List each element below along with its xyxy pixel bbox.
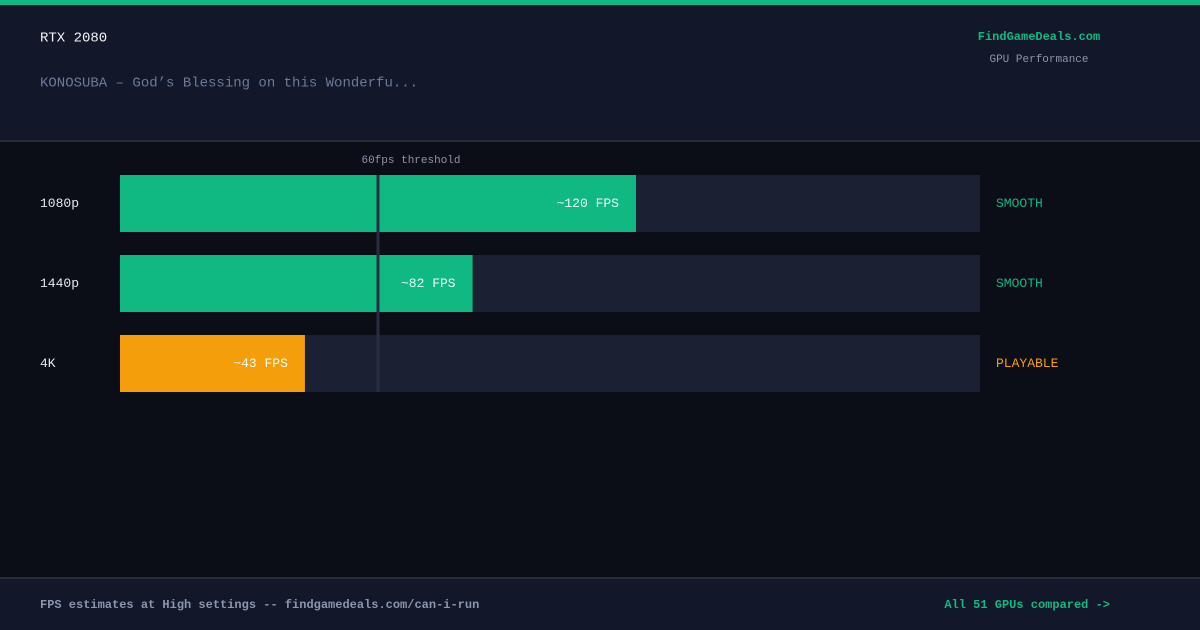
category-label: 4K <box>40 356 56 371</box>
footer-panel <box>0 578 1200 630</box>
accent-bar <box>0 0 1200 5</box>
gpu-title: RTX 2080 <box>40 31 107 47</box>
value-label: ~120 FPS <box>557 196 620 211</box>
footer-divider <box>0 577 1200 579</box>
value-label: ~43 FPS <box>233 356 288 371</box>
value-label: ~82 FPS <box>401 276 456 291</box>
header-panel <box>0 0 1200 141</box>
bar <box>120 335 305 392</box>
footer-link[interactable]: All 51 GPUs compared -> <box>944 598 1110 612</box>
brand-sub: GPU Performance <box>989 54 1088 66</box>
bar <box>120 255 473 312</box>
footer-note: FPS estimates at High settings -- findga… <box>40 598 479 612</box>
threshold-label: 60fps threshold <box>361 155 460 167</box>
status-label: PLAYABLE <box>996 356 1059 371</box>
header-divider <box>0 140 1200 142</box>
category-label: 1080p <box>40 196 79 211</box>
brand: FindGameDeals.com <box>978 30 1100 44</box>
status-label: SMOOTH <box>996 276 1043 291</box>
status-label: SMOOTH <box>996 196 1043 211</box>
game-subtitle: KONOSUBA – God’s Blessing on this Wonder… <box>40 76 418 92</box>
category-label: 1440p <box>40 276 79 291</box>
